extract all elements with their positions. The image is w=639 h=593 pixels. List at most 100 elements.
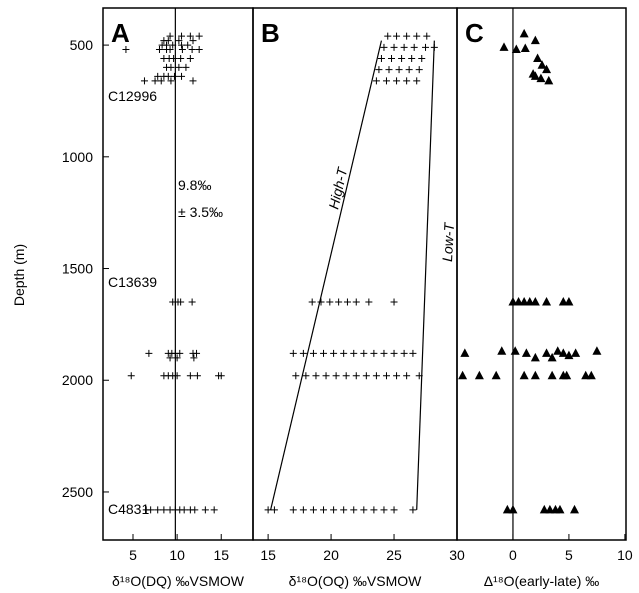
- point: [145, 349, 153, 357]
- point: [195, 32, 203, 40]
- point: [264, 506, 272, 514]
- point: [188, 46, 196, 54]
- point: [330, 506, 338, 514]
- point: [140, 77, 148, 85]
- point: [164, 72, 172, 80]
- annotation: C12996: [108, 88, 157, 104]
- point: [335, 298, 343, 306]
- point: [352, 298, 360, 306]
- point: [377, 54, 385, 62]
- y-axis-label: Depth (m): [11, 244, 27, 306]
- point: [592, 346, 602, 355]
- point: [542, 297, 552, 306]
- x-tick-label: 30: [449, 547, 465, 563]
- point: [350, 349, 358, 357]
- point: [289, 506, 297, 514]
- point: [340, 349, 348, 357]
- point: [375, 66, 383, 74]
- point: [533, 53, 543, 62]
- point: [189, 37, 197, 45]
- point: [382, 77, 390, 85]
- point: [160, 506, 168, 514]
- panel-frame: [456, 7, 627, 541]
- point: [122, 46, 130, 54]
- point: [186, 54, 194, 62]
- point: [175, 63, 183, 71]
- x-axis-label: Δ¹⁸O(early-late) ‰: [484, 573, 600, 589]
- point: [340, 506, 348, 514]
- point: [398, 54, 406, 62]
- point: [167, 77, 175, 85]
- point: [186, 32, 194, 40]
- point: [430, 43, 438, 51]
- point: [562, 370, 572, 380]
- point: [151, 77, 159, 85]
- point: [127, 372, 135, 380]
- point: [173, 354, 181, 362]
- point: [571, 348, 581, 357]
- point: [170, 54, 178, 62]
- annotation: C4831: [108, 501, 149, 517]
- point: [177, 54, 185, 62]
- point: [178, 72, 186, 80]
- point: [317, 298, 325, 306]
- point: [166, 354, 174, 362]
- point: [188, 298, 196, 306]
- point: [167, 63, 175, 71]
- point: [186, 372, 194, 380]
- point: [528, 69, 538, 78]
- point: [322, 372, 330, 380]
- point: [191, 506, 199, 514]
- point: [173, 372, 181, 380]
- panel-letter: A: [111, 18, 130, 48]
- annotation: C13639: [108, 274, 157, 290]
- point: [193, 349, 201, 357]
- point: [474, 370, 484, 380]
- point: [210, 506, 218, 514]
- point: [154, 72, 162, 80]
- point: [193, 372, 201, 380]
- x-tick-label: 0: [509, 547, 517, 563]
- point: [385, 66, 393, 74]
- point: [312, 372, 320, 380]
- point: [155, 46, 163, 54]
- reference-line: [270, 40, 383, 510]
- point: [380, 506, 388, 514]
- point: [519, 28, 529, 38]
- point: [400, 349, 408, 357]
- point: [542, 64, 552, 74]
- point: [564, 297, 574, 306]
- point: [390, 506, 398, 514]
- point: [178, 32, 186, 40]
- point: [360, 506, 368, 514]
- point: [570, 504, 580, 514]
- point: [547, 370, 557, 380]
- point: [352, 372, 360, 380]
- point: [415, 372, 423, 380]
- y-tick-label: 500: [70, 37, 94, 53]
- point: [308, 298, 316, 306]
- point: [537, 60, 547, 69]
- point: [370, 349, 378, 357]
- point: [166, 32, 174, 40]
- point: [458, 370, 468, 380]
- point: [147, 506, 155, 514]
- point: [520, 43, 530, 52]
- point: [154, 506, 162, 514]
- point: [164, 37, 172, 45]
- point: [299, 349, 307, 357]
- point: [157, 77, 165, 85]
- point: [418, 54, 426, 62]
- point: [289, 349, 297, 357]
- point: [519, 370, 529, 380]
- point: [542, 348, 552, 357]
- annotation: ± 3.5‰: [178, 204, 223, 220]
- point: [410, 43, 418, 51]
- y-tick-label: 1500: [62, 261, 93, 277]
- point: [553, 346, 563, 355]
- point: [176, 349, 184, 357]
- point: [195, 46, 203, 54]
- panel-letter: B: [261, 18, 280, 48]
- point: [292, 372, 300, 380]
- point: [365, 298, 373, 306]
